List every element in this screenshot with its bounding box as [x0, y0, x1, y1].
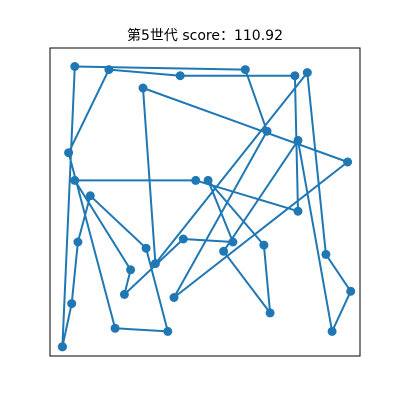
city-point: [262, 126, 272, 136]
city-point: [67, 299, 77, 309]
city-point: [64, 148, 74, 158]
city-points: [57, 62, 356, 352]
city-point: [73, 237, 83, 247]
chart-title: 第5世代 score：110.92: [127, 27, 283, 44]
city-point: [119, 289, 129, 299]
city-point: [104, 65, 114, 75]
city-point: [327, 326, 337, 336]
city-point: [293, 206, 303, 216]
city-point: [85, 191, 95, 201]
city-point: [321, 249, 331, 259]
city-point: [265, 308, 275, 318]
city-point: [290, 71, 300, 81]
city-point: [138, 83, 148, 93]
city-point: [240, 65, 250, 75]
city-point: [126, 265, 136, 275]
city-point: [302, 68, 312, 78]
city-point: [343, 157, 353, 167]
route-line: [61, 65, 352, 348]
city-point: [219, 246, 229, 256]
city-point: [163, 326, 173, 336]
city-point: [169, 293, 179, 302]
city-point: [293, 135, 303, 145]
city-point: [150, 259, 160, 269]
city-point: [175, 71, 185, 81]
city-point: [57, 342, 67, 352]
plot-frame: [49, 47, 361, 357]
city-point: [178, 234, 188, 244]
city-point: [259, 240, 269, 250]
city-point: [141, 243, 151, 253]
city-point: [203, 175, 213, 185]
city-point: [70, 175, 80, 185]
city-point: [110, 323, 120, 333]
city-point: [70, 62, 80, 71]
city-point: [228, 237, 238, 247]
city-point: [346, 286, 356, 296]
city-point: [191, 175, 201, 185]
